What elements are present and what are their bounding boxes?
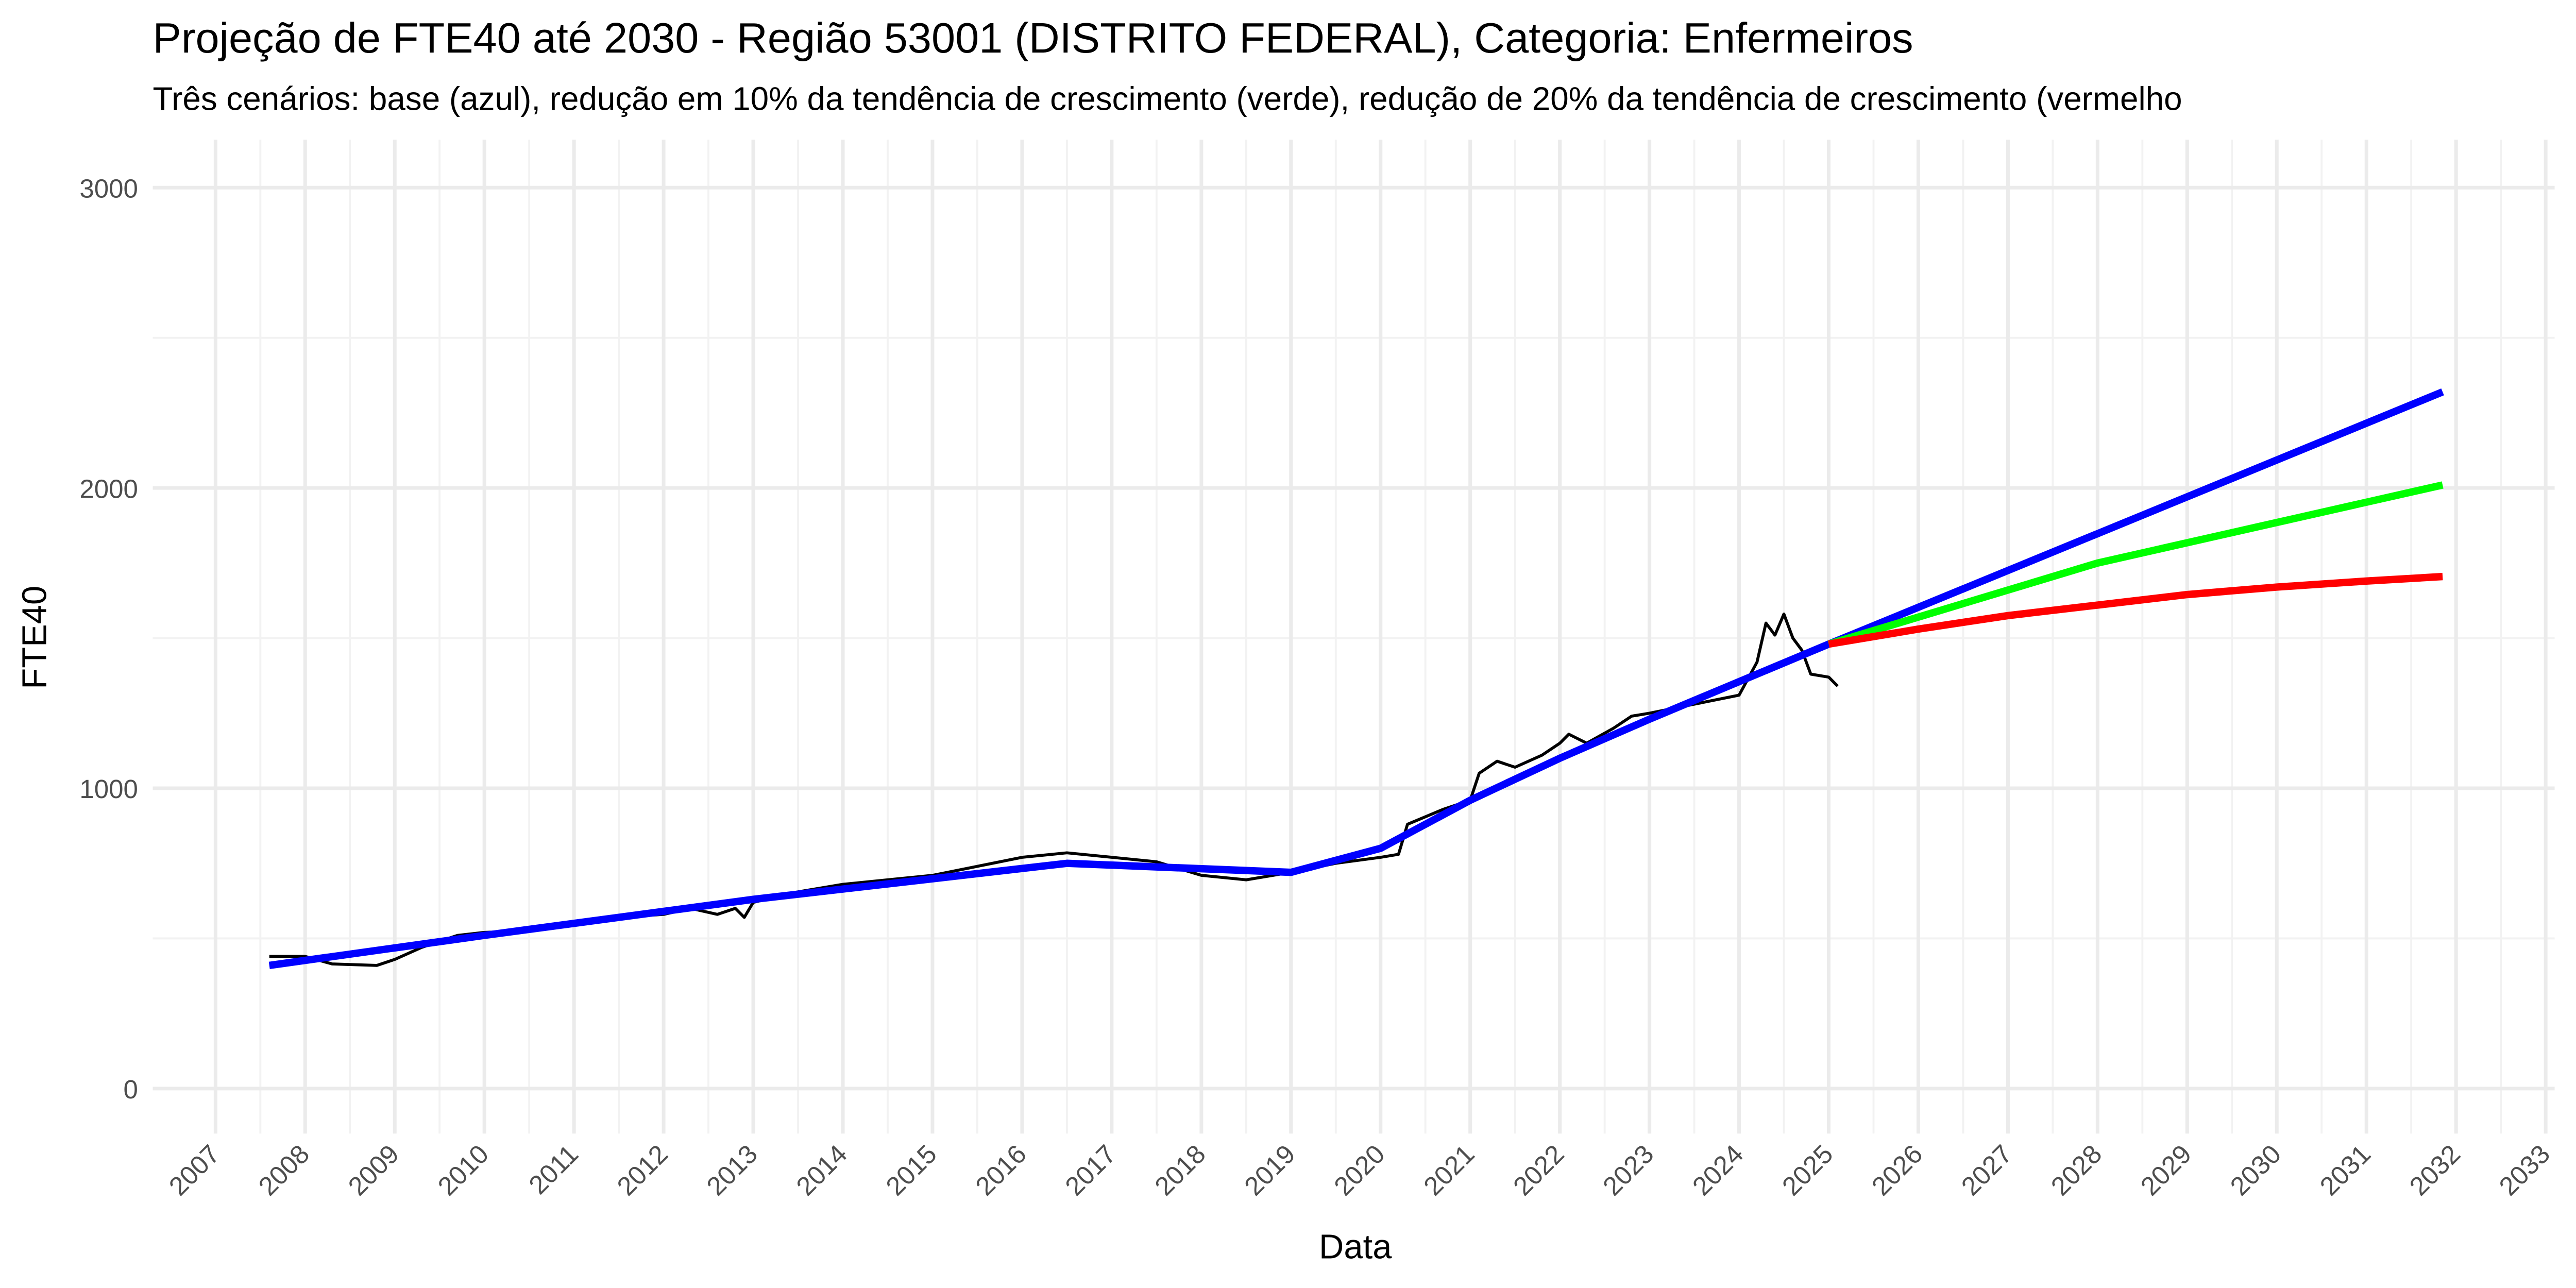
x-tick-label: 2008 <box>253 1139 315 1201</box>
x-tick-label: 2025 <box>1776 1139 1839 1201</box>
x-tick-label: 2009 <box>343 1139 405 1201</box>
chart-title: Projeção de FTE40 até 2030 - Região 5300… <box>153 14 1913 62</box>
x-tick-label: 2023 <box>1597 1139 1659 1201</box>
y-tick-label: 2000 <box>79 474 138 503</box>
x-tick-label: 2022 <box>1507 1139 1570 1201</box>
x-tick-label: 2031 <box>2314 1139 2377 1201</box>
x-tick-label: 2033 <box>2494 1139 2556 1201</box>
x-tick-label: 2019 <box>1239 1139 1301 1201</box>
x-tick-label: 2029 <box>2135 1139 2197 1201</box>
x-axis-title: Data <box>1319 1228 1392 1266</box>
y-tick-label: 0 <box>123 1075 138 1104</box>
x-tick-label: 2032 <box>2404 1139 2466 1201</box>
x-tick-label: 2014 <box>790 1139 853 1201</box>
x-tick-label: 2016 <box>970 1139 1032 1201</box>
chart-subtitle: Três cenários: base (azul), redução em 1… <box>153 80 2182 117</box>
x-tick-label: 2026 <box>1866 1139 1928 1201</box>
x-tick-label: 2017 <box>1059 1139 1122 1201</box>
x-tick-label: 2007 <box>163 1139 226 1201</box>
y-tick-label: 3000 <box>79 174 138 203</box>
x-tick-label: 2015 <box>880 1139 942 1201</box>
x-tick-label: 2013 <box>701 1139 764 1201</box>
x-tick-label: 2012 <box>612 1139 674 1201</box>
x-tick-label: 2024 <box>1687 1139 1749 1201</box>
x-tick-label: 2011 <box>523 1139 584 1200</box>
x-tick-label: 2020 <box>1328 1139 1391 1201</box>
series-line <box>1827 481 2444 648</box>
x-tick-label: 2021 <box>1418 1139 1480 1201</box>
series-line <box>268 388 2444 969</box>
x-tick-label: 2010 <box>432 1139 495 1201</box>
x-tick-label: 2018 <box>1149 1139 1211 1201</box>
y-tick-label: 1000 <box>79 774 138 804</box>
x-tick-label: 2028 <box>2045 1139 2108 1201</box>
grid <box>152 140 2555 1134</box>
y-axis-title: FTE40 <box>15 586 54 689</box>
series-line <box>1828 572 2443 648</box>
x-tick-label: 2027 <box>1956 1139 2018 1201</box>
x-tick-label: 2030 <box>2225 1139 2287 1201</box>
